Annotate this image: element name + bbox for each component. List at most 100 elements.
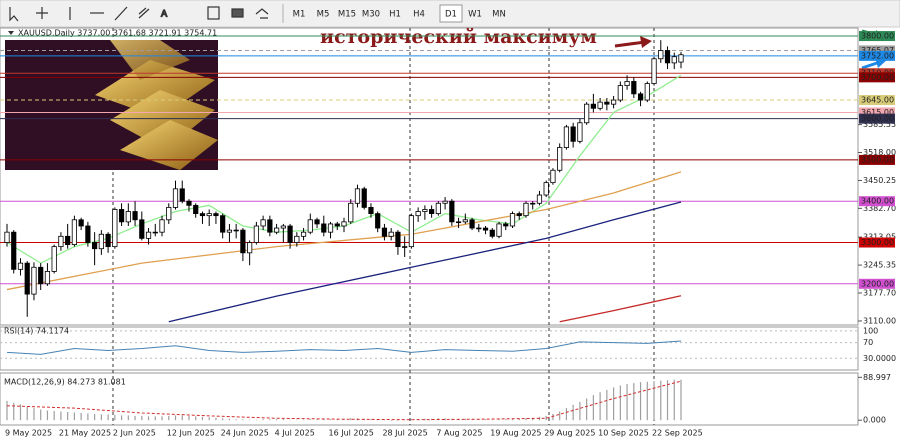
histogram-bar bbox=[525, 418, 527, 421]
histogram-bar bbox=[222, 418, 224, 421]
timeframe-button[interactable]: M15 bbox=[338, 10, 356, 20]
candle-body bbox=[563, 126, 570, 148]
histogram-bar bbox=[289, 419, 291, 421]
timeframe-button[interactable]: M30 bbox=[362, 10, 380, 20]
histogram-bar bbox=[639, 382, 642, 421]
candle-body bbox=[644, 83, 650, 101]
histogram-bar bbox=[410, 419, 412, 421]
histogram-bar bbox=[249, 419, 251, 421]
histogram-bar bbox=[154, 416, 156, 421]
histogram-bar bbox=[94, 413, 96, 421]
macd-panel bbox=[0, 372, 859, 426]
candle-body bbox=[651, 58, 657, 84]
candle-body bbox=[92, 242, 98, 250]
svg-text:A: A bbox=[161, 10, 168, 20]
histogram-bar bbox=[46, 410, 49, 421]
candle-body bbox=[341, 221, 347, 227]
histogram-bar bbox=[309, 419, 311, 421]
candle-body bbox=[226, 229, 233, 233]
candle-body bbox=[395, 231, 401, 248]
candle-body bbox=[442, 200, 448, 204]
macd-title: MACD(12,26,9) 84.273 81.081 bbox=[4, 378, 126, 387]
candle-body bbox=[429, 209, 435, 214]
candle-body bbox=[408, 215, 415, 248]
candle-body bbox=[361, 188, 367, 208]
candle-body bbox=[354, 188, 361, 204]
candle-body bbox=[44, 271, 51, 285]
histogram-bar bbox=[653, 381, 655, 421]
histogram-bar bbox=[424, 418, 426, 421]
candle-body bbox=[220, 215, 226, 233]
histogram-bar bbox=[444, 418, 446, 421]
y-tick-label: 30.0000 bbox=[863, 354, 896, 363]
timeframe-button[interactable]: H1 bbox=[389, 10, 401, 20]
histogram-bar bbox=[673, 379, 675, 421]
timeframe-button[interactable]: H4 bbox=[413, 10, 425, 20]
level-label: 3600.00 bbox=[861, 114, 894, 123]
histogram-bar bbox=[87, 413, 89, 421]
symbol-marker bbox=[8, 31, 14, 35]
timeframe-button[interactable]: M5 bbox=[317, 10, 330, 20]
candle-body bbox=[482, 227, 489, 231]
signal-line bbox=[6, 380, 682, 421]
timeframe-button[interactable]: MN bbox=[492, 10, 506, 20]
x-tick-label: 21 May 2025 bbox=[59, 429, 111, 438]
timeframe-button[interactable]: W1 bbox=[468, 10, 482, 20]
candle-body bbox=[85, 225, 91, 243]
histogram-bar bbox=[13, 402, 15, 421]
candle-body bbox=[536, 194, 543, 204]
histogram-bar bbox=[329, 419, 332, 421]
histogram-bar bbox=[579, 401, 581, 421]
candle-body bbox=[449, 200, 455, 223]
level-label: 3400.00 bbox=[861, 197, 894, 206]
y-tick-label: 3585.55 bbox=[863, 120, 896, 129]
histogram-bar bbox=[599, 392, 601, 421]
histogram-bar bbox=[302, 419, 305, 421]
timeframe-button[interactable]: M1 bbox=[293, 10, 306, 20]
level-tag bbox=[859, 107, 895, 118]
candle-body bbox=[530, 202, 536, 205]
x-tick-label: 4 Jul 2025 bbox=[275, 429, 315, 438]
candle-body bbox=[199, 213, 206, 217]
candle-body bbox=[58, 235, 64, 248]
candle-body bbox=[476, 227, 482, 230]
histogram-bar bbox=[6, 400, 8, 421]
candle-body bbox=[17, 262, 24, 270]
candle-body bbox=[509, 213, 516, 227]
level-label: 3752.00 bbox=[861, 51, 894, 60]
level-tag bbox=[859, 95, 895, 106]
moving-average bbox=[168, 201, 682, 323]
histogram-bar bbox=[464, 418, 466, 421]
candle-body bbox=[139, 219, 145, 239]
candle-body bbox=[435, 202, 441, 214]
candle-body bbox=[516, 213, 522, 217]
histogram-bar bbox=[201, 416, 204, 421]
histogram-bar bbox=[559, 411, 561, 421]
histogram-bar bbox=[613, 387, 615, 421]
histogram-bar bbox=[174, 415, 177, 421]
histogram-bar bbox=[545, 415, 547, 421]
histogram-bar bbox=[127, 415, 129, 421]
chart-info: XAUUSD,Daily 3737.00 3761.68 3721.91 375… bbox=[18, 29, 217, 38]
histogram-bar bbox=[323, 419, 325, 421]
histogram-bar bbox=[586, 398, 588, 421]
x-tick-label: 16 Jul 2025 bbox=[329, 429, 374, 438]
timeframe-active bbox=[439, 4, 463, 23]
level-tag bbox=[859, 50, 895, 61]
toolbar-icons: A bbox=[9, 4, 284, 23]
histogram-bar bbox=[262, 419, 264, 421]
candle-body bbox=[287, 225, 293, 243]
histogram-bar bbox=[491, 419, 493, 421]
candle-body bbox=[51, 246, 57, 272]
candle-body bbox=[65, 235, 71, 245]
candle-body bbox=[159, 219, 165, 233]
candle-body bbox=[678, 54, 684, 63]
candle-body bbox=[611, 99, 617, 105]
y-tick-label: 3245.35 bbox=[863, 261, 896, 270]
x-tick-label: 12 Jun 2025 bbox=[167, 429, 215, 438]
level-tag bbox=[859, 237, 895, 248]
timeframe-button[interactable]: D1 bbox=[445, 10, 457, 20]
candle-body bbox=[327, 223, 334, 233]
candle-body bbox=[98, 233, 104, 250]
candle-body bbox=[489, 229, 495, 237]
